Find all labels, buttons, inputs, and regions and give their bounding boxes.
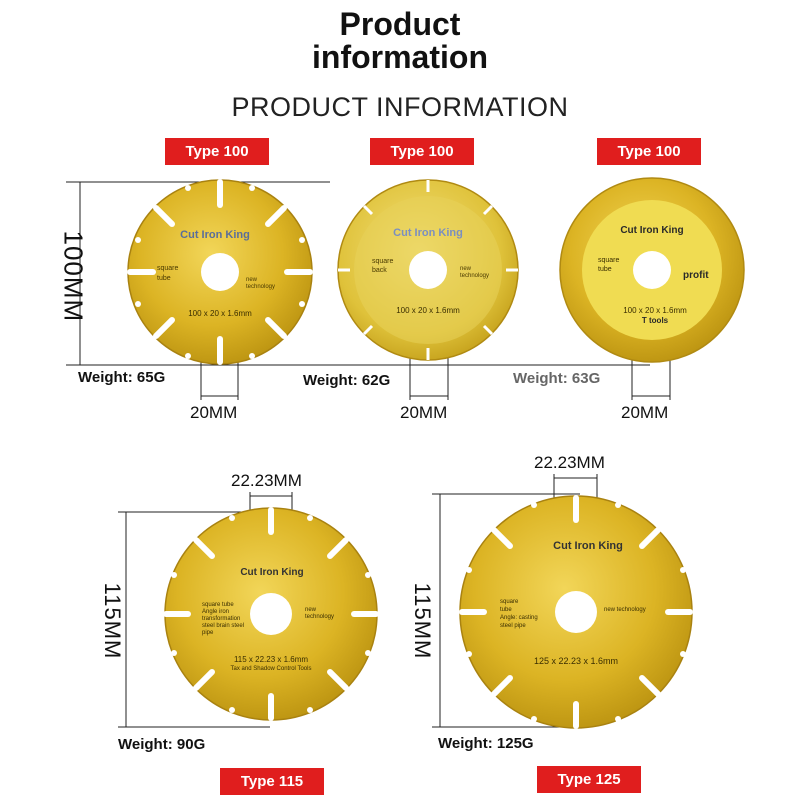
weight-label-3: Weight: 63G	[513, 370, 601, 387]
disc5-line: Angle: casting	[500, 615, 538, 621]
disc3-extra: T tools	[641, 316, 669, 325]
disc5-line: tube	[500, 607, 512, 613]
disc4-side-line: technology	[305, 614, 335, 620]
disc5-lines: square tube Angle: casting steel pipe	[500, 598, 538, 630]
disc4-lines: square tube Angle iron transformation st…	[202, 602, 244, 637]
disc1-brand: Cut Iron King	[180, 229, 250, 241]
disc5-spec: 125 x 22.23 x 1.6mm	[533, 656, 619, 666]
disc4-side: new technology	[305, 607, 334, 621]
disc1-side: new	[246, 277, 258, 283]
disc-type-100-a	[127, 179, 313, 365]
disc4-side-line: new	[305, 607, 317, 613]
bore-dim-2: 20MM	[400, 403, 448, 422]
disc4-line: transformation	[202, 616, 241, 622]
page-title-line1: Product	[339, 6, 461, 42]
disc5-line: steel pipe	[500, 623, 526, 629]
type-badge-1: Type 100	[165, 138, 269, 165]
disc5-line: square	[500, 599, 519, 605]
disc1-side: technology	[246, 284, 276, 290]
disc2-line: square	[372, 258, 394, 265]
disc2-side: technology	[460, 273, 490, 279]
weight-label-2: Weight: 62G	[303, 372, 391, 389]
disc1-line: square	[157, 265, 179, 272]
disc4-line: square tube	[202, 602, 234, 608]
page-subtitle: PRODUCT INFORMATION	[231, 92, 569, 122]
type-badge-4: Type 115	[220, 768, 324, 795]
weight-label-5: Weight: 125G	[438, 735, 534, 752]
disc3-line: square	[598, 257, 620, 264]
weight-label-1: Weight: 65G	[78, 369, 166, 386]
disc1-line: tube	[157, 275, 171, 282]
disc3-side: profit	[683, 270, 709, 281]
disc3-line: tube	[598, 266, 612, 273]
disc2-side: new	[460, 266, 472, 272]
disc2-spec: 100 x 20 x 1.6mm	[396, 306, 460, 315]
type-badge-5: Type 125	[537, 766, 641, 793]
disc3-spec: 100 x 20 x 1.6mm	[623, 306, 687, 315]
disc4-footer: Tax and Shadow Control Tools	[230, 666, 312, 672]
height-label-125: 115MM	[410, 582, 435, 660]
disc-type-125	[459, 495, 693, 729]
disc1-spec: 100 x 20 x 1.6mm	[188, 309, 252, 318]
bore-dim-3: 20MM	[621, 403, 669, 422]
disc-type-115	[163, 507, 379, 721]
disc-type-100-c	[559, 177, 745, 363]
disc4-brand: Cut Iron King	[240, 567, 304, 578]
disc4-spec: 115 x 22.23 x 1.6mm	[233, 655, 309, 664]
page-title-line2: information	[312, 39, 488, 75]
weight-label-4: Weight: 90G	[118, 736, 206, 753]
disc-type-100-b	[337, 179, 519, 361]
disc4-line: Angle iron	[202, 609, 230, 615]
disc4-line: pipe	[202, 630, 214, 636]
type-badge-2: Type 100	[370, 138, 474, 165]
height-label-100: 100MM	[58, 230, 89, 323]
disc3-brand: Cut Iron King	[620, 225, 684, 236]
disc5-side: new technology	[604, 607, 646, 613]
disc2-brand: Cut Iron King	[393, 227, 463, 239]
bore-dim-1: 20MM	[190, 403, 238, 422]
height-label-115: 115MM	[100, 582, 125, 660]
bore-dim-5: 22.23MM	[534, 453, 605, 472]
type-badge-3: Type 100	[597, 138, 701, 165]
disc2-line: back	[372, 267, 387, 274]
disc4-line: steel brain steel	[202, 623, 245, 629]
bore-dim-4: 22.23MM	[231, 471, 302, 490]
disc5-brand: Cut Iron King	[553, 540, 623, 552]
